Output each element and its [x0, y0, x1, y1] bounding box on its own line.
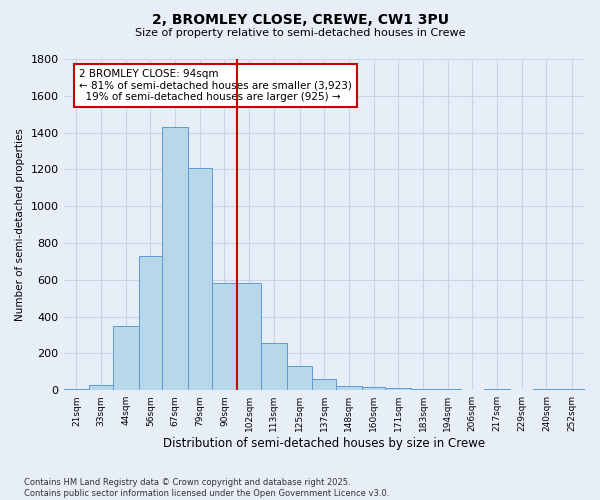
Bar — [89, 385, 113, 390]
Text: Contains HM Land Registry data © Crown copyright and database right 2025.
Contai: Contains HM Land Registry data © Crown c… — [24, 478, 389, 498]
Bar — [188, 168, 212, 390]
Bar — [435, 388, 461, 390]
Bar — [362, 388, 385, 390]
Bar — [261, 344, 287, 390]
Text: Size of property relative to semi-detached houses in Crewe: Size of property relative to semi-detach… — [135, 28, 465, 38]
Bar — [212, 284, 238, 390]
Text: 2, BROMLEY CLOSE, CREWE, CW1 3PU: 2, BROMLEY CLOSE, CREWE, CW1 3PU — [151, 12, 449, 26]
X-axis label: Distribution of semi-detached houses by size in Crewe: Distribution of semi-detached houses by … — [163, 437, 485, 450]
Bar — [139, 256, 162, 390]
Bar — [287, 366, 313, 390]
Bar — [385, 388, 411, 390]
Bar — [113, 326, 139, 390]
Bar — [64, 388, 89, 390]
Bar — [336, 386, 362, 390]
Bar — [238, 284, 261, 390]
Bar — [559, 388, 585, 390]
Text: 2 BROMLEY CLOSE: 94sqm
← 81% of semi-detached houses are smaller (3,923)
  19% o: 2 BROMLEY CLOSE: 94sqm ← 81% of semi-det… — [79, 69, 352, 102]
Bar — [313, 379, 336, 390]
Bar — [162, 127, 188, 390]
Y-axis label: Number of semi-detached properties: Number of semi-detached properties — [15, 128, 25, 321]
